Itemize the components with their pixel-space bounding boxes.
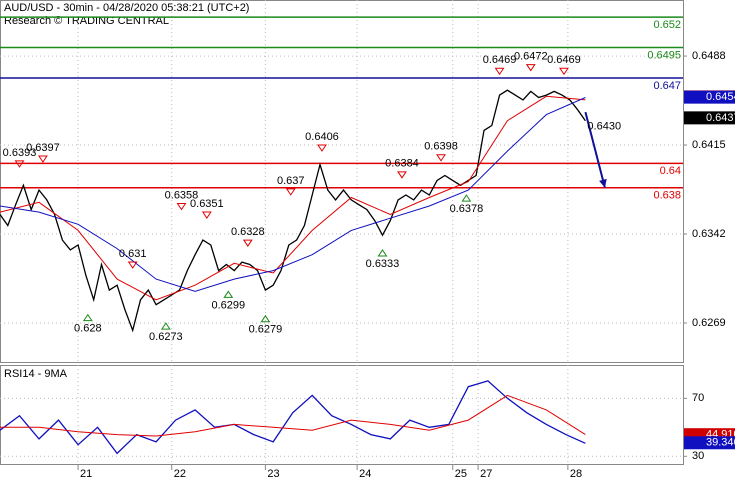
high-marker: [242, 239, 253, 247]
value-badge: [684, 111, 735, 125]
high-marker: [317, 144, 327, 152]
forecast-arrow-head: [599, 178, 607, 188]
high-label: 0.637: [277, 175, 305, 187]
low-label: 0.628: [74, 322, 102, 334]
high-marker: [436, 154, 446, 162]
high-label: 0.6397: [26, 142, 60, 154]
high-label: 0.6384: [385, 158, 419, 170]
x-tick-label: 28: [570, 468, 582, 480]
level-label: 0.652: [653, 19, 681, 31]
level-label: 0.647: [653, 80, 681, 92]
main-panel: [0, 0, 684, 363]
level-label: 0.64: [660, 165, 681, 177]
x-tick-label: 24: [359, 468, 371, 480]
y-tick-label: 0.6342: [692, 228, 726, 240]
value-badge-label: 39.3464: [706, 437, 735, 449]
y-tick-label: 30: [692, 450, 704, 462]
low-marker: [260, 314, 271, 323]
high-label: 0.6469: [483, 54, 517, 66]
low-marker: [223, 290, 234, 298]
series-line: [0, 97, 586, 292]
x-tick-label: 21: [80, 468, 92, 480]
high-label: 0.6393: [3, 147, 37, 159]
low-label: 0.6299: [211, 299, 245, 311]
series-line: [0, 95, 586, 301]
high-marker: [201, 211, 212, 219]
low-marker: [461, 194, 472, 202]
series-line: [0, 394, 586, 437]
y-tick-label: 0.6415: [692, 139, 726, 151]
x-tick-label: 25: [455, 468, 467, 480]
x-tick-label: 27: [480, 468, 492, 480]
high-marker: [127, 261, 138, 269]
high-marker: [14, 160, 25, 168]
high-marker: [37, 155, 48, 163]
high-label: 0.631: [119, 248, 147, 260]
low-label: 0.6378: [450, 203, 484, 215]
forecast-label: 0.6430: [587, 121, 621, 133]
high-marker: [285, 188, 296, 196]
low-label: 0.6333: [366, 258, 400, 270]
high-label: 0.6472: [514, 50, 548, 62]
rsi-panel: [0, 365, 684, 465]
y-tick-label: 0.6488: [692, 50, 726, 62]
value-badge-label: 0.64543: [706, 91, 735, 103]
rsi-title: RSI14 - 9MA: [4, 368, 68, 380]
level-label: 0.6495: [647, 49, 681, 61]
value-badge: [684, 90, 735, 104]
high-label: 0.6398: [424, 141, 458, 153]
high-marker: [525, 64, 536, 72]
y-tick-label: 0.6269: [692, 317, 726, 329]
low-label: 0.6279: [249, 324, 283, 336]
chart-title: AUD/USD - 30min - 04/28/2020 05:38:21 (U…: [4, 2, 249, 14]
low-marker: [82, 313, 93, 322]
series-line: [0, 89, 586, 333]
x-tick-label: 23: [267, 468, 279, 480]
chart-subtitle: Research © TRADING CENTRAL: [4, 15, 169, 27]
high-marker: [494, 67, 505, 76]
low-label: 0.6273: [149, 331, 183, 343]
value-badge-label: 0.64373: [706, 112, 735, 124]
series-line: [0, 380, 586, 455]
high-marker: [397, 171, 407, 179]
y-tick-label: 70: [692, 392, 704, 404]
high-label: 0.6351: [190, 198, 224, 210]
high-label: 0.6469: [547, 54, 581, 66]
low-marker: [160, 322, 171, 330]
low-marker: [377, 249, 388, 257]
high-marker: [176, 203, 187, 211]
value-badge: [684, 436, 735, 450]
level-label: 0.638: [653, 190, 681, 202]
forecast-arrow: [584, 111, 606, 188]
x-tick-label: 22: [174, 468, 186, 480]
high-label: 0.6328: [231, 226, 265, 238]
high-label: 0.6406: [305, 131, 339, 143]
high-marker: [559, 67, 569, 76]
high-label: 0.6358: [165, 189, 199, 201]
